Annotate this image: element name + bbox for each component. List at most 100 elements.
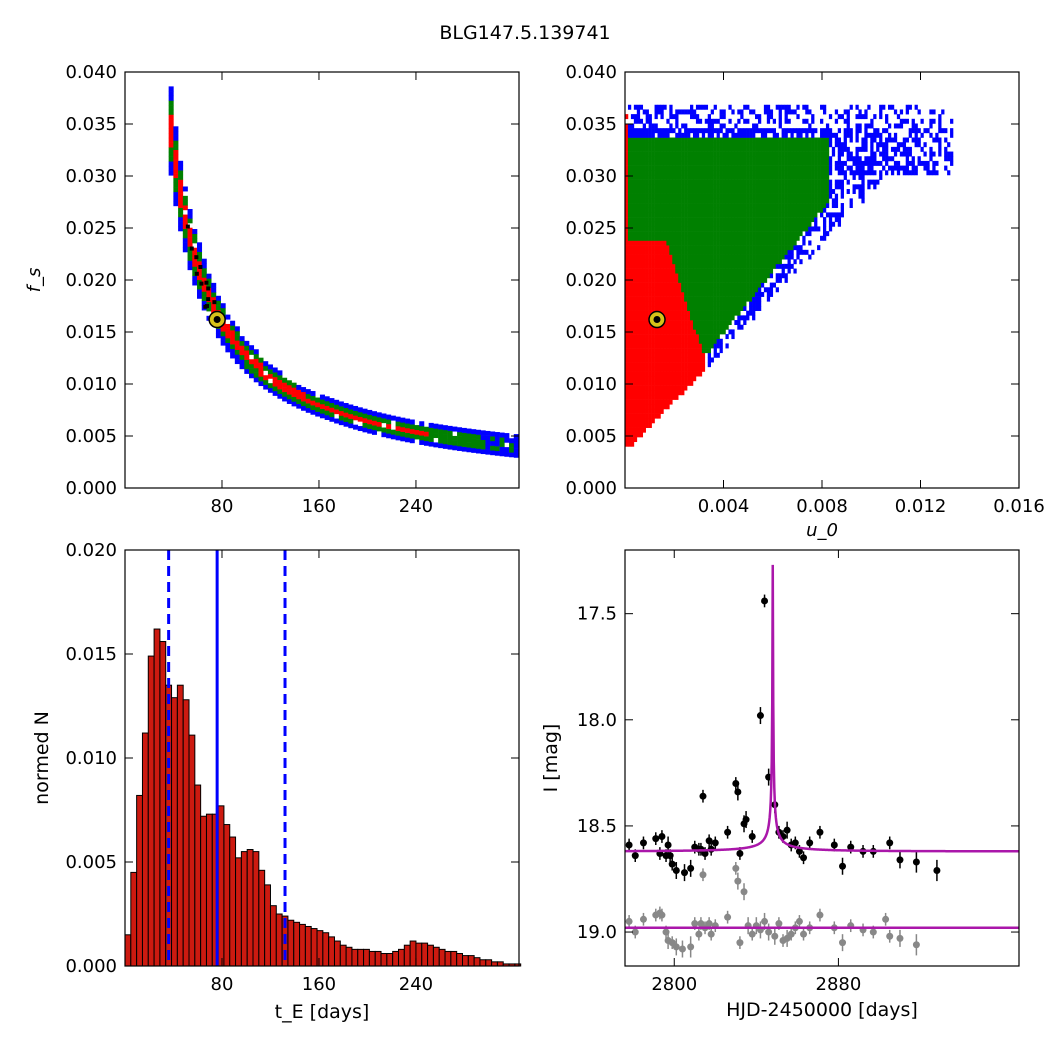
heatmap-cell bbox=[201, 272, 207, 278]
heatmap-cell bbox=[625, 357, 629, 363]
heatmap-cell bbox=[772, 132, 777, 138]
heatmap-cells bbox=[168, 86, 519, 458]
heatmap-cell bbox=[466, 437, 472, 443]
heatmap-cell bbox=[633, 249, 638, 255]
heatmap-cell bbox=[625, 282, 629, 288]
heatmap-cell bbox=[633, 352, 638, 358]
heatmap-cell bbox=[267, 383, 273, 389]
heatmap-cell bbox=[642, 170, 646, 176]
heatmap-cell bbox=[201, 296, 207, 302]
heatmap-cell bbox=[630, 245, 635, 251]
heatmap-cell bbox=[657, 240, 661, 246]
heatmap-cell bbox=[825, 142, 830, 148]
heatmap-cell bbox=[704, 156, 709, 162]
heatmap-cell bbox=[790, 198, 794, 204]
heatmap-cell bbox=[740, 273, 744, 279]
heatmap-cell bbox=[681, 310, 685, 316]
heatmap-cell bbox=[642, 263, 646, 269]
heatmap-cell bbox=[168, 105, 174, 111]
heatmap-cell bbox=[244, 345, 250, 351]
heatmap-cell bbox=[630, 235, 635, 241]
heatmap-cell bbox=[690, 366, 694, 372]
heatmap-cell bbox=[766, 114, 771, 120]
heatmap-cell bbox=[760, 137, 765, 143]
heatmap-cell bbox=[660, 273, 664, 279]
heatmap-cell bbox=[627, 432, 632, 438]
heatmap-cell bbox=[781, 160, 785, 166]
heatmap-cell bbox=[698, 287, 703, 293]
heatmap-cell bbox=[766, 287, 771, 293]
heatmap-cell bbox=[775, 184, 779, 190]
heatmap-cell bbox=[687, 235, 691, 241]
heatmap-cell bbox=[879, 160, 883, 166]
heatmap-cell bbox=[822, 132, 827, 138]
heatmap-cell bbox=[802, 249, 806, 255]
heatmap-cell bbox=[867, 165, 871, 171]
y-tick-label: 0.040 bbox=[65, 62, 117, 83]
heatmap-cell bbox=[687, 320, 691, 326]
heatmap-cell bbox=[433, 428, 439, 434]
heatmap-cell bbox=[701, 301, 706, 307]
heatmap-cell bbox=[639, 268, 644, 274]
histogram-bar bbox=[403, 944, 411, 967]
heatmap-cell bbox=[864, 114, 868, 120]
heatmap-cell bbox=[409, 438, 415, 444]
x-tick-label: 160 bbox=[302, 974, 336, 995]
heatmap-cell bbox=[737, 207, 741, 213]
heatmap-cell bbox=[814, 160, 818, 166]
heatmap-cell bbox=[793, 142, 797, 148]
heatmap-cell bbox=[763, 104, 768, 110]
heatmap-cell bbox=[695, 348, 700, 354]
heatmap-cell bbox=[651, 184, 655, 190]
heatmap-cell bbox=[654, 385, 658, 391]
y-tick-label: 0.000 bbox=[65, 956, 117, 977]
heatmap-cell bbox=[230, 325, 236, 331]
heatmap-cell bbox=[728, 104, 732, 110]
heatmap-cell bbox=[763, 245, 768, 251]
heatmap-cell bbox=[675, 277, 679, 283]
heatmap-cell bbox=[710, 142, 714, 148]
data-point bbox=[724, 828, 732, 836]
heatmap-cell bbox=[710, 203, 714, 209]
heatmap-cell bbox=[660, 174, 664, 180]
residual-point bbox=[705, 920, 713, 928]
heatmap-cell bbox=[746, 315, 750, 321]
heatmap-cell bbox=[870, 151, 874, 157]
heatmap-cell bbox=[625, 203, 629, 209]
heatmap-cell bbox=[808, 217, 812, 223]
histogram-bar bbox=[438, 948, 446, 967]
heatmap-cell bbox=[932, 109, 936, 115]
heatmap-cell bbox=[781, 165, 785, 171]
heatmap-cell bbox=[870, 132, 874, 138]
heatmap-cell bbox=[639, 240, 644, 246]
heatmap-cell bbox=[805, 104, 809, 110]
heatmap-cell bbox=[837, 212, 842, 218]
heatmap-cell bbox=[820, 212, 824, 218]
heatmap-cell bbox=[645, 189, 649, 194]
heatmap-cell bbox=[731, 259, 735, 265]
heatmap-cell bbox=[719, 170, 723, 176]
heatmap-cell bbox=[684, 366, 688, 372]
heatmap-cell bbox=[849, 203, 853, 209]
heatmap-cell bbox=[636, 394, 641, 400]
heatmap-cell bbox=[701, 245, 706, 251]
heatmap-cell bbox=[737, 132, 741, 138]
heatmap-cell bbox=[687, 240, 691, 246]
heatmap-cell bbox=[197, 289, 203, 295]
heatmap-cell bbox=[291, 382, 297, 388]
heatmap-cell bbox=[490, 440, 496, 446]
heatmap-cell bbox=[737, 165, 741, 171]
heatmap-cell bbox=[769, 160, 774, 166]
heatmap-cell bbox=[719, 277, 723, 283]
heatmap-cell bbox=[678, 343, 682, 349]
heatmap-cell bbox=[666, 189, 670, 194]
heatmap-cell bbox=[657, 137, 661, 143]
heatmap-cell bbox=[923, 160, 927, 166]
heatmap-cell bbox=[740, 306, 744, 311]
heatmap-cell bbox=[811, 217, 815, 223]
heatmap-cell bbox=[834, 193, 839, 199]
heatmap-cell bbox=[648, 179, 652, 185]
heatmap-cell bbox=[828, 137, 833, 143]
heatmap-cell bbox=[905, 156, 909, 162]
heatmap-cell bbox=[734, 259, 738, 265]
